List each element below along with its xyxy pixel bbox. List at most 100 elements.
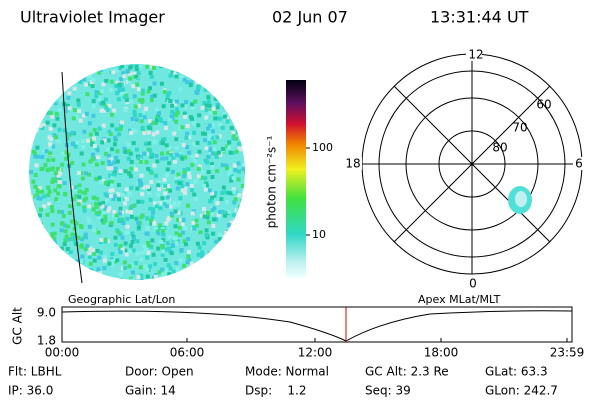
pixel: [184, 100, 189, 105]
pixel: [232, 257, 237, 262]
pixel: [134, 117, 139, 122]
pixel: [160, 244, 165, 249]
colorbar: [286, 80, 306, 278]
pixel: [100, 204, 105, 209]
pixel: [230, 248, 235, 252]
pixel: [241, 265, 245, 270]
pixel: [205, 260, 210, 265]
pixel: [32, 151, 37, 156]
pixel: [190, 154, 195, 159]
pixel: [134, 64, 139, 69]
pixel: [122, 74, 127, 79]
pixel: [51, 157, 56, 162]
pixel: [225, 200, 230, 205]
pixel: [189, 80, 194, 85]
pixel: [128, 99, 133, 104]
pixel: [211, 224, 216, 228]
pixel: [81, 190, 86, 195]
pixel: [95, 196, 100, 201]
pixel: [232, 200, 237, 205]
pixel: [151, 120, 156, 125]
pixel: [169, 211, 174, 216]
pixel: [34, 128, 39, 133]
pixel: [91, 104, 96, 109]
pixel: [159, 64, 164, 69]
pixel: [207, 103, 212, 108]
pixel: [108, 188, 113, 193]
pixel: [210, 212, 215, 217]
pixel: [68, 265, 73, 269]
pixel: [126, 230, 131, 235]
pixel: [91, 113, 96, 118]
mlt-label: 6: [575, 157, 583, 171]
pixel: [51, 144, 56, 149]
pixel: [144, 160, 149, 165]
pixel: [231, 213, 236, 218]
pixel: [179, 217, 184, 222]
pixel: [45, 168, 50, 173]
pixel: [181, 174, 186, 179]
pixel: [155, 116, 159, 121]
pixel: [35, 188, 40, 193]
date: 02 Jun 07: [272, 8, 348, 27]
pixel: [43, 69, 48, 74]
pixel: [170, 242, 175, 247]
pixel: [156, 231, 161, 236]
pixel: [118, 250, 123, 255]
pixel: [41, 226, 45, 231]
pixel: [82, 198, 87, 203]
pixel: [242, 195, 245, 200]
pixel: [111, 214, 116, 219]
pixel: [115, 91, 119, 96]
pixel: [30, 272, 35, 277]
pixel: [148, 148, 153, 153]
pixel: [169, 152, 174, 157]
pixel: [112, 259, 117, 264]
orbit-axis-label: GC Alt: [11, 307, 25, 345]
pixel: [231, 134, 236, 139]
status-field: IP: 36.0: [8, 384, 53, 398]
pixel: [54, 72, 59, 77]
pixel: [54, 256, 59, 260]
pixel: [44, 87, 49, 92]
pixel: [36, 154, 41, 159]
pixel: [215, 116, 220, 121]
pixel: [32, 264, 37, 269]
status-field: Door: Open: [125, 365, 194, 379]
pixel: [159, 239, 164, 244]
pixel: [124, 197, 129, 202]
pixel: [31, 238, 36, 243]
pixel: [220, 209, 225, 214]
pixel: [115, 228, 120, 233]
pixel: [231, 275, 236, 280]
pixel: [137, 98, 142, 103]
pixel: [194, 223, 199, 228]
pixel: [33, 154, 38, 159]
pixel: [131, 141, 136, 146]
pixel: [140, 88, 145, 93]
pixel: [237, 72, 242, 77]
pixel: [145, 225, 150, 230]
pixel: [244, 126, 245, 130]
pixel: [157, 111, 161, 116]
pixel: [240, 257, 245, 262]
pixel: [109, 166, 114, 171]
pixel: [237, 71, 242, 76]
pixel: [165, 204, 170, 209]
pixel: [102, 108, 107, 113]
pixel: [130, 116, 135, 121]
pixel: [208, 110, 213, 115]
pixel: [238, 276, 243, 280]
pixel: [57, 80, 62, 85]
pixel: [214, 261, 219, 266]
pixel: [178, 87, 183, 92]
pixel: [187, 150, 192, 155]
pixel: [50, 245, 55, 250]
pixel: [103, 218, 108, 223]
pixel: [126, 149, 131, 154]
pixel: [36, 196, 41, 200]
pixel: [107, 261, 112, 266]
pixel: [167, 235, 172, 240]
pixel: [101, 82, 106, 87]
pixel: [183, 226, 188, 231]
